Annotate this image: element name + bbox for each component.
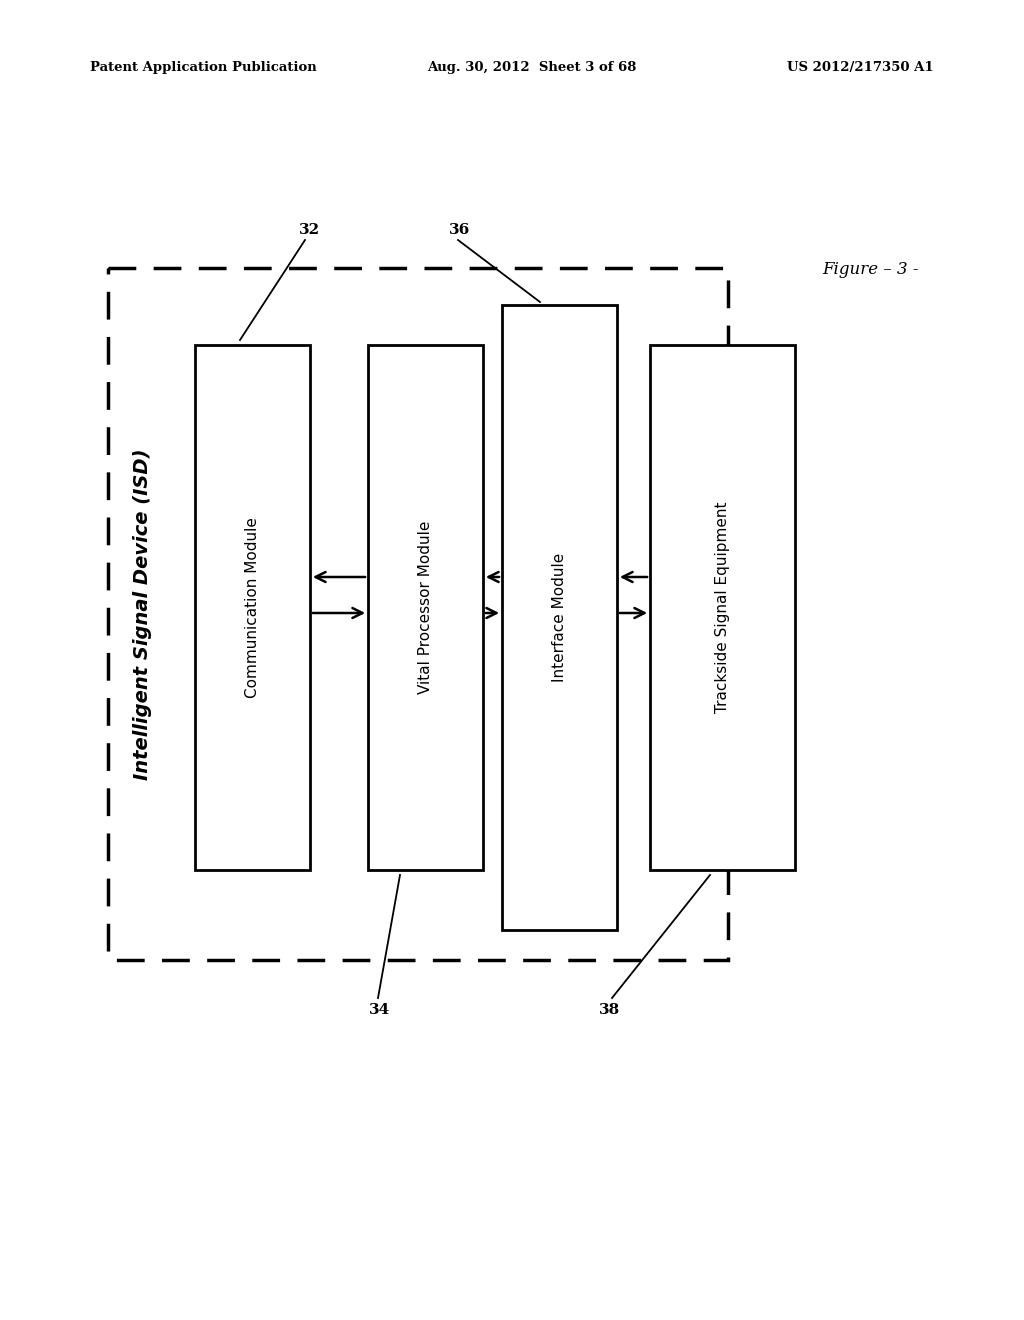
Text: Vital Processor Module: Vital Processor Module xyxy=(418,521,433,694)
Text: Intelligent Signal Device (ISD): Intelligent Signal Device (ISD) xyxy=(133,449,153,780)
Text: Patent Application Publication: Patent Application Publication xyxy=(90,62,316,74)
Text: Interface Module: Interface Module xyxy=(552,553,567,682)
Bar xyxy=(368,345,483,870)
Text: Communication Module: Communication Module xyxy=(245,517,260,698)
Text: Figure – 3 -: Figure – 3 - xyxy=(821,261,919,279)
Text: 34: 34 xyxy=(370,1003,390,1016)
Text: 32: 32 xyxy=(299,223,321,238)
Bar xyxy=(502,305,617,931)
Bar xyxy=(650,345,795,870)
Text: Aug. 30, 2012  Sheet 3 of 68: Aug. 30, 2012 Sheet 3 of 68 xyxy=(427,62,637,74)
Text: 36: 36 xyxy=(450,223,471,238)
Text: US 2012/217350 A1: US 2012/217350 A1 xyxy=(787,62,934,74)
Text: 38: 38 xyxy=(599,1003,621,1016)
Bar xyxy=(108,268,728,960)
Bar xyxy=(195,345,310,870)
Text: Trackside Signal Equipment: Trackside Signal Equipment xyxy=(715,502,730,713)
